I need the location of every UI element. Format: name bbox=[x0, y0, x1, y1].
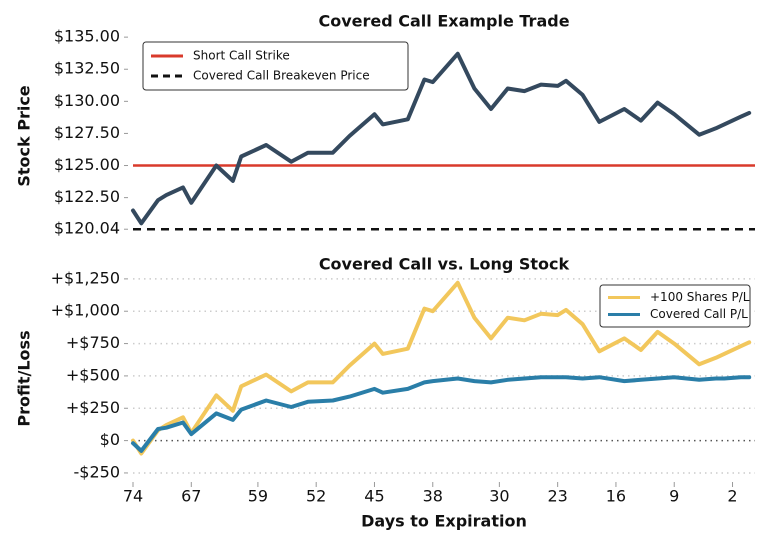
x-tick-label: 23 bbox=[547, 487, 567, 506]
x-tick-label: 16 bbox=[606, 487, 626, 506]
chart-title: Covered Call Example Trade bbox=[318, 12, 569, 31]
y-tick-label: $0 bbox=[100, 430, 120, 449]
legend-label: +100 Shares P/L bbox=[650, 290, 750, 304]
y-tick-label: $135.00 bbox=[54, 27, 120, 46]
legend-label: Short Call Strike bbox=[193, 49, 290, 63]
x-tick-label: 52 bbox=[306, 487, 326, 506]
x-tick-label: 38 bbox=[423, 487, 443, 506]
y-tick-label: +$1,250 bbox=[51, 268, 120, 287]
legend-box bbox=[599, 284, 751, 328]
x-axis-label: Days to Expiration bbox=[361, 512, 527, 531]
data-line bbox=[131, 51, 752, 226]
data-line bbox=[131, 375, 752, 453]
y-tick-label: -$250 bbox=[74, 462, 121, 481]
x-tick-label: 67 bbox=[181, 487, 201, 506]
data-line bbox=[131, 280, 752, 456]
legend-box bbox=[142, 41, 409, 91]
y-tick-label: +$750 bbox=[66, 333, 120, 352]
y-tick-label: +$250 bbox=[66, 398, 120, 417]
y-tick-label: $120.04 bbox=[54, 219, 120, 238]
y-axis-label: Stock Price bbox=[15, 85, 34, 186]
legend-label: Covered Call Breakeven Price bbox=[193, 69, 370, 83]
x-tick-label: 2 bbox=[727, 487, 737, 506]
y-tick-label: $125.00 bbox=[54, 155, 120, 174]
y-tick-label: +$500 bbox=[66, 365, 120, 384]
y-tick-label: +$1,000 bbox=[51, 301, 120, 320]
y-tick-label: $127.50 bbox=[54, 123, 120, 142]
x-tick-label: 74 bbox=[123, 487, 143, 506]
y-tick-label: $132.50 bbox=[54, 59, 120, 78]
y-axis-label: Profit/Loss bbox=[15, 330, 34, 426]
x-tick-label: 45 bbox=[364, 487, 384, 506]
y-tick-label: $130.00 bbox=[54, 91, 120, 110]
y-tick-label: $122.50 bbox=[54, 187, 120, 206]
x-tick-label: 59 bbox=[248, 487, 268, 506]
legend-label: Covered Call P/L bbox=[650, 307, 748, 321]
chart-title: Covered Call vs. Long Stock bbox=[319, 255, 570, 274]
x-tick-label: 30 bbox=[489, 487, 509, 506]
x-tick-label: 9 bbox=[669, 487, 679, 506]
